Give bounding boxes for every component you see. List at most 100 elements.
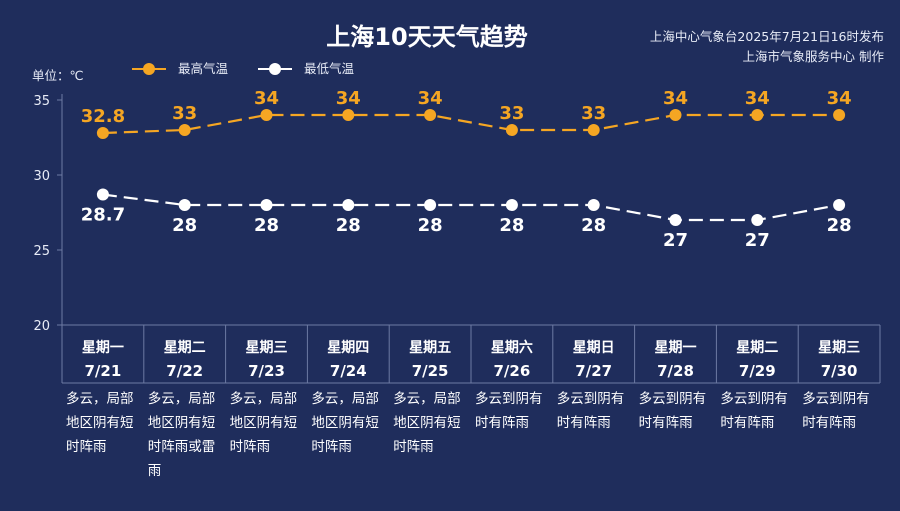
high-temp-label: 34 [827,88,852,109]
low-temp-label: 28 [581,215,606,236]
day-date: 7/25 [412,362,449,380]
low-temp-label: 28 [418,215,443,236]
day-description: 时有阵雨 [557,415,611,431]
day-description: 多云，局部 [66,390,134,407]
low-temp-label: 28 [254,215,279,236]
high-temp-label: 34 [336,88,361,109]
day-weekday: 星期三 [246,340,288,356]
day-date: 7/21 [85,362,122,380]
y-tick-label: 25 [33,244,50,259]
day-description: 多云到阴有 [720,390,788,407]
unit-label: 单位：℃ [32,68,84,83]
day-description: 时阵雨 [66,439,107,455]
legend-low-marker [269,63,281,75]
high-temp-label: 34 [745,88,770,109]
high-temp-label: 33 [172,103,197,124]
low-temp-point [505,199,518,211]
day-description: 时阵雨 [393,439,434,455]
low-temp-label: 27 [745,230,770,251]
high-temp-label: 32.8 [81,106,125,127]
day-description: 多云到阴有 [802,390,870,407]
publisher-line-1: 上海中心气象台2025年7月21日16时发布 [650,29,884,44]
day-description: 时阵雨 [230,439,271,455]
day-description: 时有阵雨 [475,415,529,431]
high-temp-point [505,124,518,136]
day-description: 地区阴有短 [66,415,134,431]
day-date: 7/26 [494,362,531,380]
y-tick-label: 30 [33,169,50,184]
day-weekday: 星期日 [573,340,615,356]
day-date: 7/29 [739,362,776,380]
day-description: 时有阵雨 [639,415,693,431]
day-weekday: 星期五 [409,340,451,356]
high-temp-label: 34 [254,88,279,109]
publisher-line-2: 上海市气象服务中心 制作 [743,49,885,64]
high-temp-point [260,109,273,121]
day-description: 地区阴有短 [230,415,298,431]
high-temp-label: 33 [581,103,606,124]
day-weekday: 星期二 [736,340,778,356]
day-description: 多云，局部 [230,390,298,407]
day-description: 地区阴有短 [311,415,379,431]
high-temp-point [342,109,355,121]
day-weekday: 星期一 [82,340,124,356]
low-temp-label: 28 [499,215,524,236]
y-tick-label: 20 [33,319,50,334]
day-description: 时有阵雨 [720,415,774,431]
high-temp-point [833,109,846,121]
legend-high-marker [143,63,155,75]
high-temp-label: 33 [499,103,524,124]
low-temp-point [833,199,846,211]
high-temp-point [751,109,764,121]
day-date: 7/24 [330,362,367,380]
low-temp-point [96,188,109,201]
low-temp-point [260,199,273,211]
day-description: 多云，局部 [311,390,379,407]
legend-high-label: 最高气温 [178,61,229,76]
low-temp-line [102,193,840,222]
low-temp-label: 28 [172,215,197,236]
low-temp-label: 28.7 [81,205,125,226]
day-description: 多云到阴有 [475,390,543,407]
day-description: 多云，局部 [393,390,461,407]
y-tick-label: 35 [33,94,50,109]
series-lines [102,113,840,222]
low-temp-point [751,214,764,226]
day-weekday: 星期二 [164,340,206,356]
day-description: 多云，局部 [148,390,216,407]
low-temp-label: 28 [827,215,852,236]
day-description: 时阵雨 [311,439,352,455]
day-description: 地区阴有短 [148,415,216,431]
high-temp-point [669,109,682,121]
series-points [96,109,846,226]
day-description: 多云到阴有 [639,390,707,407]
day-weekday: 星期三 [818,340,860,356]
day-description: 多云到阴有 [557,390,625,407]
low-temp-label: 28 [336,215,361,236]
day-description: 雨 [148,463,162,479]
data-labels: 32.8 33 34 34 34 33 33 34 34 34 28.7 28 28 28 28 28 28 27… [81,88,852,251]
low-temp-point [669,214,682,226]
chart-axes: 20 25 30 35 [33,94,63,334]
day-weekday: 星期四 [327,340,369,356]
low-temp-point [178,199,191,211]
day-weekday: 星期一 [655,340,697,356]
low-temp-point [424,199,437,211]
low-temp-label: 27 [663,230,688,251]
high-temp-point [587,124,600,136]
high-temp-line [102,113,840,135]
day-date: 7/22 [166,362,203,380]
high-temp-label: 34 [663,88,688,109]
high-temp-point [178,124,191,136]
day-date: 7/27 [575,362,612,380]
day-description: 时阵雨或雷 [148,439,216,455]
legend-low-label: 最低气温 [304,61,355,76]
day-description: 地区阴有短 [393,415,461,431]
high-temp-point [424,109,437,121]
legend: 最高气温 最低气温 [132,61,355,76]
day-date: 7/28 [657,362,694,380]
day-date: 7/30 [821,362,858,380]
day-date: 7/23 [248,362,285,380]
